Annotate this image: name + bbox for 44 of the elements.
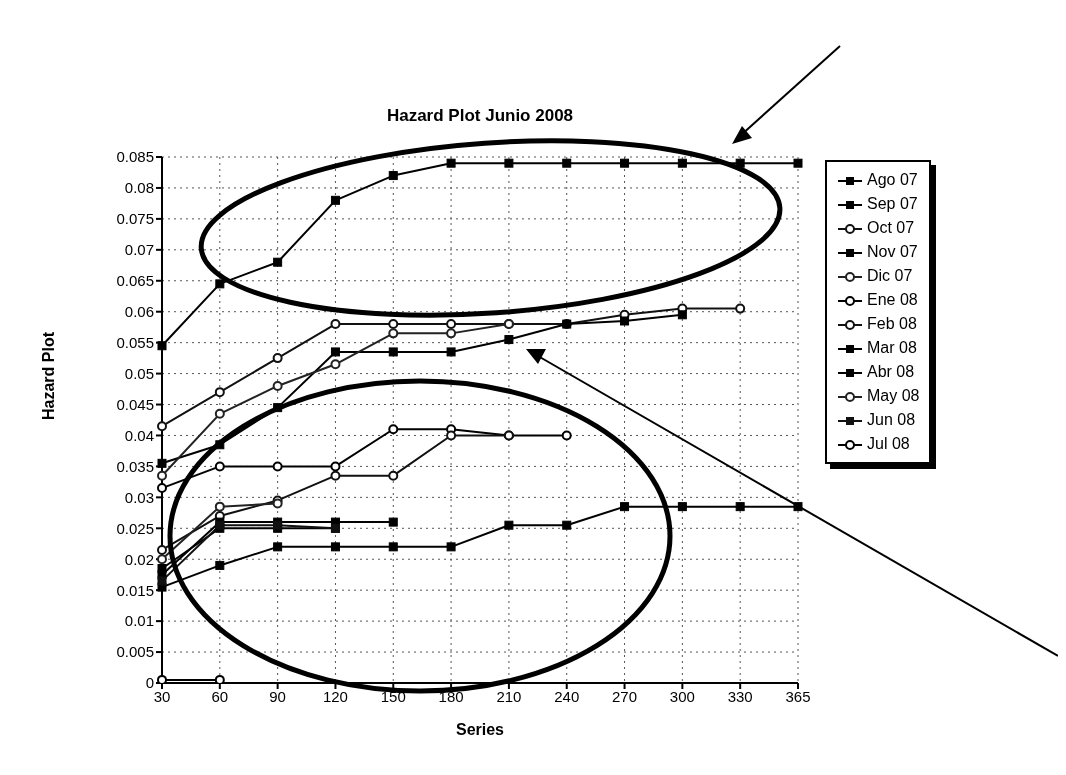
y-tick-label: 0.05 bbox=[124, 364, 154, 382]
y-tick-label: 0.045 bbox=[116, 395, 154, 413]
y-tick-label: 0.085 bbox=[116, 148, 154, 166]
x-tick-label: 330 bbox=[727, 687, 753, 705]
y-tick-label: 0 bbox=[145, 674, 154, 692]
legend-label: Oct 07 bbox=[866, 218, 916, 238]
legend-label: Nov 07 bbox=[866, 242, 919, 262]
legend-label: Feb 08 bbox=[866, 314, 918, 334]
legend-label: Sep 07 bbox=[866, 194, 919, 214]
legend-label: Ago 07 bbox=[866, 170, 919, 190]
x-tick-label: 365 bbox=[785, 687, 811, 705]
x-axis-title: Series bbox=[455, 721, 505, 738]
x-tick-label: 270 bbox=[612, 687, 638, 705]
legend-label: Ene 08 bbox=[866, 290, 919, 310]
legend-label: Mar 08 bbox=[866, 338, 918, 358]
y-tick-label: 0.065 bbox=[116, 272, 154, 290]
y-axis-title: Hazard Plot bbox=[39, 331, 57, 420]
x-tick-label: 90 bbox=[269, 687, 286, 705]
y-tick-label: 0.005 bbox=[116, 643, 154, 661]
y-tick-label: 0.08 bbox=[124, 179, 154, 197]
y-tick-label: 0.055 bbox=[116, 333, 154, 351]
y-tick-label: 0.075 bbox=[116, 210, 154, 228]
x-tick-label: 180 bbox=[438, 687, 464, 705]
y-tick-label: 0.07 bbox=[124, 241, 154, 259]
x-tick-label: 120 bbox=[322, 687, 348, 705]
legend-label: Jun 08 bbox=[866, 410, 917, 430]
x-tick-label: 240 bbox=[554, 687, 580, 705]
legend-label: May 08 bbox=[866, 386, 920, 406]
y-tick-label: 0.02 bbox=[124, 550, 154, 568]
legend-label: Abr 08 bbox=[866, 362, 916, 382]
y-tick-label: 0.015 bbox=[116, 581, 154, 599]
legend-label: Dic 07 bbox=[866, 266, 914, 286]
y-tick-label: 0.025 bbox=[116, 519, 154, 537]
y-tick-label: 0.035 bbox=[116, 457, 154, 475]
legend-label: Jul 08 bbox=[866, 434, 911, 454]
x-tick-label: 30 bbox=[153, 687, 171, 705]
y-tick-label: 0.04 bbox=[124, 426, 154, 444]
x-tick-label: 300 bbox=[669, 687, 695, 705]
y-tick-label: 0.06 bbox=[124, 303, 154, 321]
x-tick-label: 210 bbox=[496, 687, 522, 705]
y-tick-label: 0.01 bbox=[124, 612, 154, 630]
chart-title: Hazard Plot Junio 2008 bbox=[385, 106, 575, 126]
y-tick-label: 0.03 bbox=[124, 488, 154, 506]
x-tick-label: 60 bbox=[211, 687, 229, 705]
